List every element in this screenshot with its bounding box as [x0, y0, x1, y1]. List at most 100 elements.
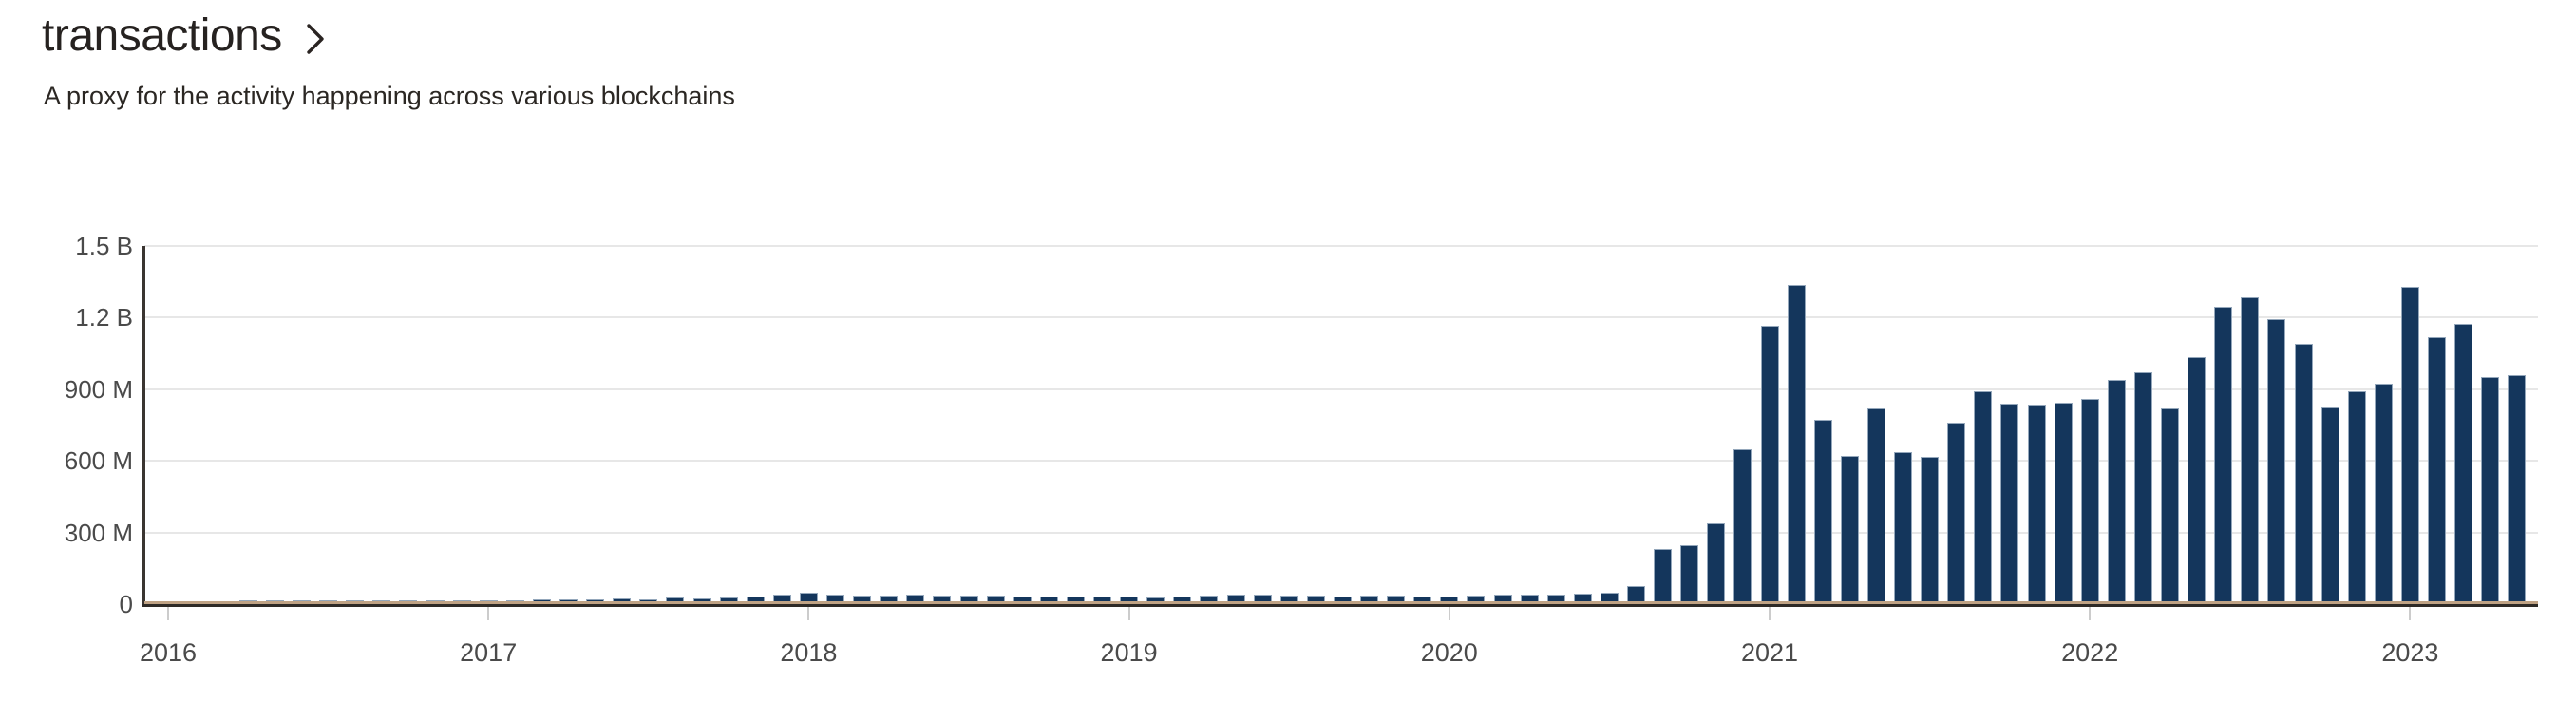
bar-2020-11[interactable]	[1707, 522, 1726, 604]
bar-2017-06[interactable]	[613, 597, 632, 604]
bar-2023-04[interactable]	[2481, 377, 2500, 604]
x-axis-label-2020: 2020	[1420, 638, 1478, 667]
bar-2022-05[interactable]	[2188, 356, 2207, 604]
bar-2022-07[interactable]	[2241, 297, 2260, 604]
bar-2023-03[interactable]	[2454, 323, 2473, 604]
bar-2021-08[interactable]	[1947, 422, 1966, 604]
x-tick-2016	[167, 607, 169, 620]
bar-2020-04[interactable]	[1520, 594, 1539, 604]
page-title: transactions	[42, 10, 282, 61]
bar-2022-09[interactable]	[2294, 344, 2313, 604]
bar-2021-07[interactable]	[1921, 457, 1940, 604]
bar-2023-01[interactable]	[2400, 286, 2419, 604]
x-tick-2023	[2409, 607, 2412, 620]
bar-2020-06[interactable]	[1573, 593, 1592, 604]
bar-2023-05[interactable]	[2508, 374, 2527, 604]
y-axis-line	[142, 246, 145, 607]
x-axis-label-2018: 2018	[780, 638, 838, 667]
bar-2017-08[interactable]	[666, 597, 685, 604]
x-axis-label-2017: 2017	[460, 638, 518, 667]
y-axis-label: 900 M	[64, 374, 133, 404]
bar-2019-01[interactable]	[1120, 597, 1139, 604]
bar-2019-03[interactable]	[1173, 596, 1192, 604]
x-axis-label-2016: 2016	[139, 638, 198, 667]
bar-2023-02[interactable]	[2428, 336, 2446, 604]
bar-2022-01[interactable]	[2080, 398, 2099, 604]
bar-2022-02[interactable]	[2107, 379, 2126, 604]
bar-2018-05[interactable]	[906, 594, 925, 604]
bar-2021-01[interactable]	[1760, 326, 1779, 604]
bar-2017-12[interactable]	[772, 594, 791, 604]
bar-2018-08[interactable]	[986, 596, 1005, 604]
bar-2018-04[interactable]	[880, 596, 899, 604]
y-gridline-1.5B	[144, 245, 2538, 247]
x-tick-2020	[1448, 607, 1450, 620]
y-gridline-600M	[144, 460, 2538, 463]
bar-2022-12[interactable]	[2374, 383, 2393, 604]
bar-2021-12[interactable]	[2054, 402, 2073, 604]
bar-2020-05[interactable]	[1546, 594, 1565, 604]
bar-2021-03[interactable]	[1813, 420, 1832, 604]
bar-2017-09[interactable]	[692, 597, 711, 604]
bar-2018-10[interactable]	[1039, 596, 1058, 604]
bar-2021-04[interactable]	[1840, 456, 1859, 604]
x-tick-2019	[1127, 607, 1130, 620]
bar-2022-06[interactable]	[2214, 307, 2233, 604]
y-axis-label: 600 M	[64, 446, 133, 476]
bar-2020-09[interactable]	[1654, 549, 1673, 604]
bar-2019-02[interactable]	[1146, 597, 1165, 604]
bar-2018-07[interactable]	[959, 595, 978, 604]
bar-2022-10[interactable]	[2320, 407, 2339, 604]
bar-2018-11[interactable]	[1066, 596, 1085, 604]
bar-2019-05[interactable]	[1226, 594, 1245, 604]
x-axis-label-2021: 2021	[1740, 638, 1799, 667]
y-axis-label: 1.5 B	[75, 232, 133, 260]
bar-2021-11[interactable]	[2027, 405, 2046, 604]
bar-2020-02[interactable]	[1467, 595, 1486, 604]
bar-2019-06[interactable]	[1253, 594, 1272, 604]
y-axis-label: 1.2 B	[75, 303, 133, 332]
bar-2020-07[interactable]	[1600, 592, 1619, 604]
bar-2022-04[interactable]	[2161, 407, 2179, 604]
x-axis-line	[142, 604, 2538, 607]
bar-2017-10[interactable]	[719, 597, 738, 604]
bar-2021-09[interactable]	[1974, 391, 1993, 604]
bar-2022-08[interactable]	[2267, 318, 2286, 604]
bar-2021-02[interactable]	[1787, 285, 1806, 604]
x-tick-2021	[1769, 607, 1771, 620]
bar-2022-03[interactable]	[2133, 372, 2152, 604]
bar-2020-01[interactable]	[1440, 596, 1459, 604]
bar-2019-12[interactable]	[1413, 597, 1432, 604]
bar-2018-01[interactable]	[799, 592, 818, 604]
bar-2019-11[interactable]	[1387, 596, 1406, 604]
bar-2020-03[interactable]	[1493, 595, 1512, 604]
bar-2018-09[interactable]	[1013, 596, 1032, 604]
bar-2019-10[interactable]	[1360, 596, 1378, 604]
chart-subtitle: A proxy for the activity happening acros…	[44, 82, 735, 110]
bar-2019-09[interactable]	[1333, 596, 1352, 604]
bar-2018-12[interactable]	[1093, 596, 1111, 604]
bar-2019-04[interactable]	[1200, 595, 1219, 604]
bar-2018-06[interactable]	[933, 595, 952, 604]
bar-2021-10[interactable]	[2000, 403, 2019, 604]
bar-2018-02[interactable]	[826, 595, 844, 604]
x-axis-label-2019: 2019	[1100, 638, 1158, 667]
bar-2017-11[interactable]	[746, 596, 765, 604]
baseline-accent-line	[144, 601, 2538, 604]
x-axis-label-2022: 2022	[2061, 638, 2119, 667]
bar-2022-11[interactable]	[2347, 391, 2366, 604]
bar-2021-06[interactable]	[1894, 452, 1912, 604]
bar-2019-08[interactable]	[1306, 596, 1325, 604]
chart-title-link[interactable]: transactions	[42, 9, 326, 62]
x-tick-2018	[807, 607, 810, 620]
y-axis-label: 300 M	[64, 518, 133, 547]
bar-2020-10[interactable]	[1680, 545, 1699, 604]
bar-2020-08[interactable]	[1627, 586, 1645, 604]
bar-2019-07[interactable]	[1279, 595, 1298, 604]
x-axis-label-2023: 2023	[2381, 638, 2439, 667]
chevron-right-icon	[307, 23, 324, 54]
bar-2018-03[interactable]	[853, 595, 872, 604]
bar-2021-05[interactable]	[1866, 407, 1885, 604]
bar-2020-12[interactable]	[1733, 448, 1752, 604]
